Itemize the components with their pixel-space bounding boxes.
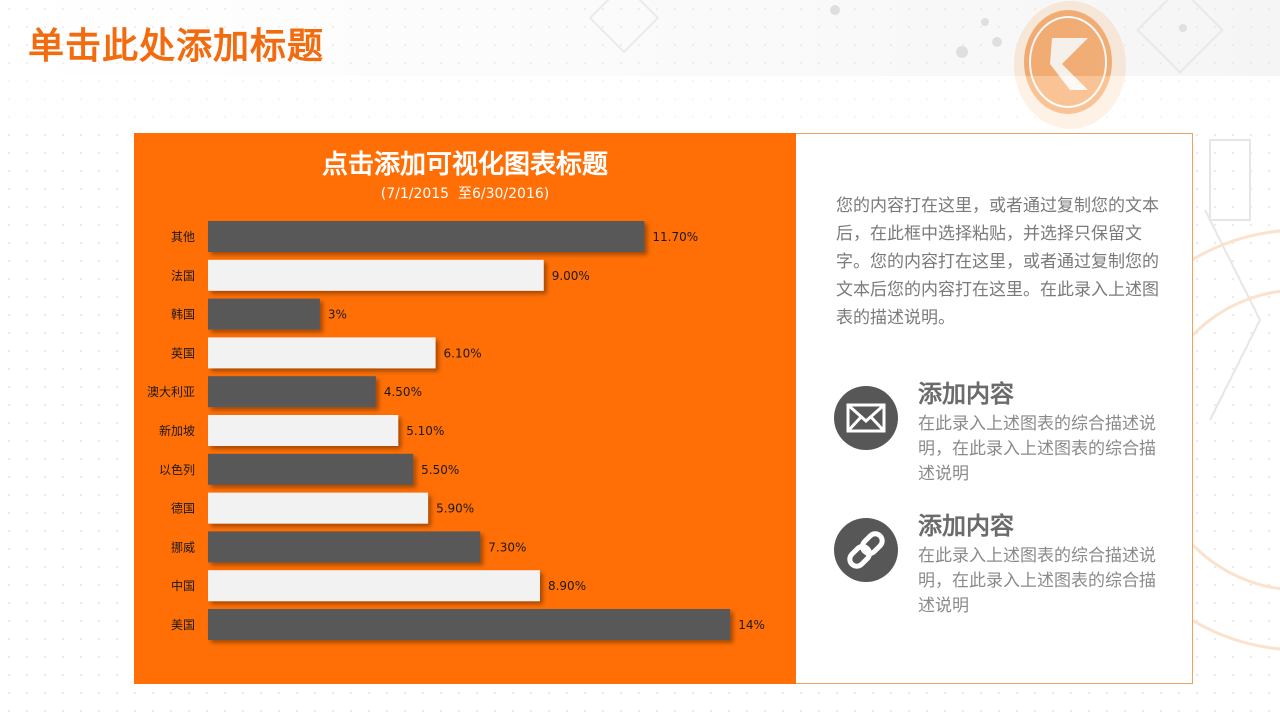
value-label: 5.50%	[421, 463, 459, 477]
link-icon	[834, 518, 898, 582]
chart-title: 点击添加可视化图表标题	[322, 149, 608, 180]
feature-title: 添加内容	[918, 512, 1014, 540]
value-label: 6.10%	[444, 346, 482, 360]
category-label: 挪威	[171, 540, 195, 554]
bar	[208, 259, 544, 291]
bar	[208, 531, 481, 563]
bar	[208, 298, 320, 330]
value-label: 11.70%	[652, 230, 698, 244]
feature-title: 添加内容	[918, 380, 1014, 408]
bar	[208, 570, 540, 602]
category-label: 以色列	[159, 463, 195, 477]
mail-icon	[834, 386, 898, 450]
bar	[208, 376, 376, 408]
intro-text: 您的内容打在这里，或者通过复制您的文本后，在此框中选择粘贴，并选择只保留文字。您…	[836, 196, 1159, 328]
bar	[208, 415, 399, 446]
category-label: 法国	[171, 269, 195, 283]
bar-chart: 点击添加可视化图表标题 (7/1/2015 至6/30/2016) 其他 11.7…	[147, 149, 765, 640]
value-label: 8.90%	[548, 579, 586, 593]
feature-text: 在此录入上述图表的综合描述说明，在此录入上述图表的综合描述说明	[918, 414, 1156, 484]
value-label: 5.10%	[406, 424, 444, 438]
description-panel: 您的内容打在这里，或者通过复制您的文本后，在此框中选择粘贴，并选择只保留文字。您…	[796, 133, 1193, 684]
category-label: 德国	[171, 501, 195, 516]
header-band	[0, 0, 1280, 76]
page-title: 单击此处添加标题	[28, 26, 325, 67]
bar	[208, 337, 436, 369]
bar	[208, 221, 645, 252]
category-label: 澳大利亚	[147, 385, 195, 399]
category-label: 新加坡	[159, 423, 195, 438]
chart-panel: 点击添加可视化图表标题 (7/1/2015 至6/30/2016) 其他 11.7…	[134, 133, 796, 684]
category-label: 中国	[171, 578, 195, 593]
bar	[208, 453, 414, 485]
category-label: 其他	[171, 230, 195, 244]
feature-text: 在此录入上述图表的综合描述说明，在此录入上述图表的综合描述说明	[918, 546, 1156, 616]
chart-subtitle: (7/1/2015 至6/30/2016)	[381, 186, 550, 202]
value-label: 5.90%	[436, 502, 474, 516]
value-label: 7.30%	[488, 540, 526, 554]
category-label: 英国	[171, 346, 195, 360]
category-label: 韩国	[171, 307, 195, 322]
bar	[208, 492, 429, 524]
category-label: 美国	[171, 618, 195, 632]
feature-link: 添加内容 在此录入上述图表的综合描述说明，在此录入上述图表的综合描述说明	[834, 512, 1174, 638]
value-label: 14%	[738, 618, 765, 632]
value-label: 9.00%	[552, 269, 590, 283]
value-label: 3%	[328, 308, 347, 322]
feature-mail: 添加内容 在此录入上述图表的综合描述说明，在此录入上述图表的综合描述说明	[834, 380, 1174, 506]
value-label: 4.50%	[384, 385, 422, 399]
bar	[208, 609, 731, 640]
